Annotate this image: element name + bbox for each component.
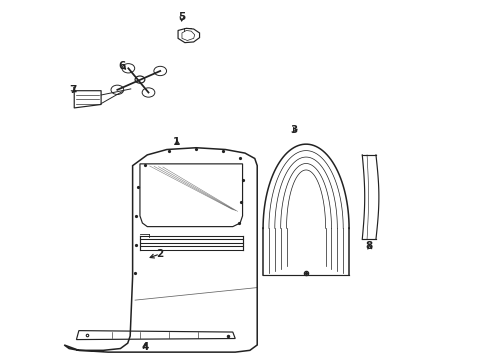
Text: 8: 8 <box>366 241 373 251</box>
Text: 1: 1 <box>173 138 180 147</box>
Text: 2: 2 <box>156 248 163 258</box>
Text: 4: 4 <box>141 342 148 352</box>
Text: 7: 7 <box>69 85 77 95</box>
Text: 5: 5 <box>178 12 185 22</box>
Text: 6: 6 <box>118 61 125 71</box>
Text: 3: 3 <box>290 125 297 135</box>
